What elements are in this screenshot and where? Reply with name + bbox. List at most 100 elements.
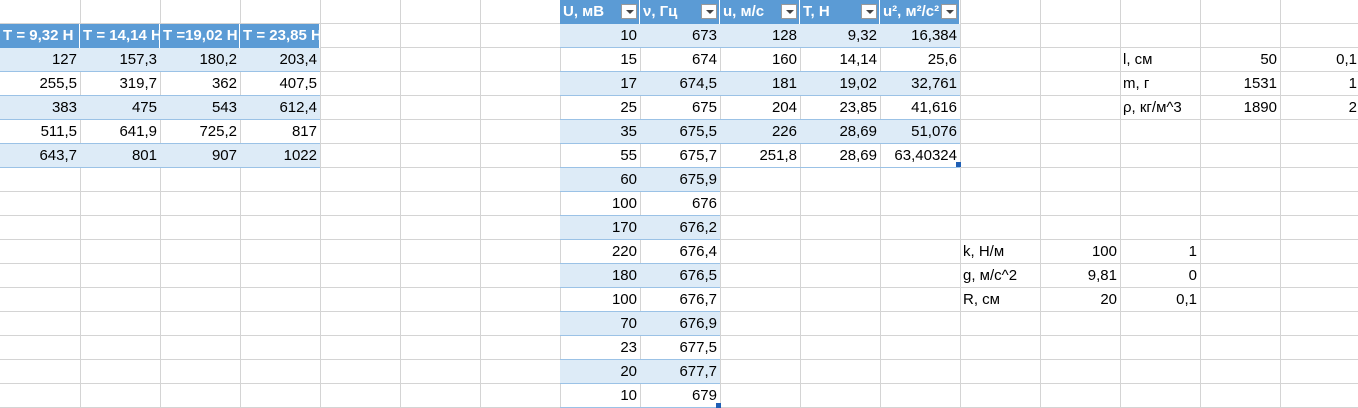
filter-dropdown-icon[interactable] bbox=[941, 4, 957, 19]
mid-table-cell[interactable]: 675 bbox=[640, 96, 720, 120]
param-label[interactable]: R, см bbox=[960, 288, 1040, 312]
left-table-cell[interactable]: 362 bbox=[160, 72, 240, 96]
left-table-cell[interactable]: 725,2 bbox=[160, 120, 240, 144]
param-label[interactable]: m, г bbox=[1120, 72, 1200, 96]
mid-table-cell[interactable]: 128 bbox=[720, 24, 800, 48]
mid-table-cell[interactable]: 51,076 bbox=[880, 120, 960, 144]
left-table-cell[interactable]: 1022 bbox=[240, 144, 320, 168]
left-table-cell[interactable]: 319,7 bbox=[80, 72, 160, 96]
mid-table-header[interactable]: T, Н bbox=[800, 0, 880, 24]
param-error[interactable]: 0,1 bbox=[1280, 48, 1358, 72]
filter-dropdown-icon[interactable] bbox=[621, 4, 637, 19]
left-table-header[interactable]: T = 14,14 Н bbox=[80, 24, 160, 48]
param-error[interactable]: 0 bbox=[1120, 264, 1200, 288]
param-error[interactable]: 1 bbox=[1280, 72, 1358, 96]
mid-table-cell[interactable]: 675,9 bbox=[640, 168, 720, 192]
mid-table-cell[interactable]: 251,8 bbox=[720, 144, 800, 168]
mid-table-cell[interactable]: 28,69 bbox=[800, 120, 880, 144]
param-value[interactable]: 20 bbox=[1040, 288, 1120, 312]
left-table-cell[interactable]: 641,9 bbox=[80, 120, 160, 144]
mid-table-cell[interactable]: 20 bbox=[560, 360, 640, 384]
mid-table-cell[interactable]: 25 bbox=[560, 96, 640, 120]
left-table-cell[interactable]: 157,3 bbox=[80, 48, 160, 72]
param-label[interactable]: l, см bbox=[1120, 48, 1200, 72]
mid-table-cell[interactable]: 100 bbox=[560, 288, 640, 312]
left-table-cell[interactable]: 383 bbox=[0, 96, 80, 120]
mid-table-cell[interactable]: 180 bbox=[560, 264, 640, 288]
mid-table-cell[interactable]: 673 bbox=[640, 24, 720, 48]
left-table-cell[interactable]: 511,5 bbox=[0, 120, 80, 144]
param-value[interactable]: 1890 bbox=[1200, 96, 1280, 120]
mid-table-cell[interactable]: 19,02 bbox=[800, 72, 880, 96]
filter-dropdown-icon[interactable] bbox=[781, 4, 797, 19]
mid-table-cell[interactable]: 679 bbox=[640, 384, 720, 408]
mid-table-cell[interactable]: 676,2 bbox=[640, 216, 720, 240]
mid-table-header[interactable]: u, м/с bbox=[720, 0, 800, 24]
left-table-cell[interactable]: 255,5 bbox=[0, 72, 80, 96]
left-table-cell[interactable]: 180,2 bbox=[160, 48, 240, 72]
mid-table-header[interactable]: U, мВ bbox=[560, 0, 640, 24]
mid-table-cell[interactable]: 15 bbox=[560, 48, 640, 72]
mid-table-cell[interactable]: 204 bbox=[720, 96, 800, 120]
mid-table-cell[interactable]: 23 bbox=[560, 336, 640, 360]
mid-table-cell[interactable]: 28,69 bbox=[800, 144, 880, 168]
mid-table-cell[interactable]: 17 bbox=[560, 72, 640, 96]
param-label[interactable]: g, м/с^2 bbox=[960, 264, 1040, 288]
param-value[interactable]: 9,81 bbox=[1040, 264, 1120, 288]
mid-table-cell[interactable]: 226 bbox=[720, 120, 800, 144]
mid-table-cell[interactable]: 41,616 bbox=[880, 96, 960, 120]
mid-table-cell[interactable]: 32,761 bbox=[880, 72, 960, 96]
mid-table-cell[interactable]: 35 bbox=[560, 120, 640, 144]
mid-table-cell[interactable]: 675,5 bbox=[640, 120, 720, 144]
filter-dropdown-icon[interactable] bbox=[861, 4, 877, 19]
mid-table-cell[interactable]: 23,85 bbox=[800, 96, 880, 120]
param-label[interactable]: k, Н/м bbox=[960, 240, 1040, 264]
left-table-cell[interactable]: 612,4 bbox=[240, 96, 320, 120]
mid-table-cell[interactable]: 70 bbox=[560, 312, 640, 336]
mid-table-cell[interactable]: 55 bbox=[560, 144, 640, 168]
mid-table-cell[interactable]: 181 bbox=[720, 72, 800, 96]
left-table-cell[interactable]: 475 bbox=[80, 96, 160, 120]
left-table-cell[interactable]: 817 bbox=[240, 120, 320, 144]
mid-table-header[interactable]: ν, Гц bbox=[640, 0, 720, 24]
left-table-cell[interactable]: 643,7 bbox=[0, 144, 80, 168]
mid-table-cell[interactable]: 677,5 bbox=[640, 336, 720, 360]
param-error[interactable]: 0,1 bbox=[1120, 288, 1200, 312]
left-table-cell[interactable]: 407,5 bbox=[240, 72, 320, 96]
mid-table-cell[interactable]: 677,7 bbox=[640, 360, 720, 384]
table-resize-handle[interactable] bbox=[956, 162, 961, 167]
param-value[interactable]: 100 bbox=[1040, 240, 1120, 264]
left-table-header[interactable]: T =19,02 Н bbox=[160, 24, 240, 48]
mid-table-cell[interactable]: 10 bbox=[560, 24, 640, 48]
mid-table-cell[interactable]: 674 bbox=[640, 48, 720, 72]
param-value[interactable]: 50 bbox=[1200, 48, 1280, 72]
param-label[interactable]: ρ, кг/м^3 bbox=[1120, 96, 1200, 120]
mid-table-cell[interactable]: 60 bbox=[560, 168, 640, 192]
left-table-cell[interactable]: 203,4 bbox=[240, 48, 320, 72]
left-table-cell[interactable]: 127 bbox=[0, 48, 80, 72]
mid-table-cell[interactable]: 14,14 bbox=[800, 48, 880, 72]
mid-table-cell[interactable]: 10 bbox=[560, 384, 640, 408]
mid-table-cell[interactable]: 25,6 bbox=[880, 48, 960, 72]
left-table-cell[interactable]: 801 bbox=[80, 144, 160, 168]
mid-table-cell[interactable]: 160 bbox=[720, 48, 800, 72]
mid-table-cell[interactable]: 220 bbox=[560, 240, 640, 264]
left-table-header[interactable]: T = 9,32 Н bbox=[0, 24, 80, 48]
mid-table-cell[interactable]: 63,40324 bbox=[880, 144, 960, 168]
mid-table-cell[interactable]: 676,9 bbox=[640, 312, 720, 336]
mid-table-cell[interactable]: 100 bbox=[560, 192, 640, 216]
mid-table-cell[interactable]: 676,5 bbox=[640, 264, 720, 288]
param-error[interactable]: 2 bbox=[1280, 96, 1358, 120]
left-table-cell[interactable]: 543 bbox=[160, 96, 240, 120]
param-error[interactable]: 1 bbox=[1120, 240, 1200, 264]
mid-table-cell[interactable]: 674,5 bbox=[640, 72, 720, 96]
mid-table-cell[interactable]: 16,384 bbox=[880, 24, 960, 48]
mid-table-cell[interactable]: 676,4 bbox=[640, 240, 720, 264]
mid-table-cell[interactable]: 675,7 bbox=[640, 144, 720, 168]
filter-dropdown-icon[interactable] bbox=[701, 4, 717, 19]
param-value[interactable]: 1531 bbox=[1200, 72, 1280, 96]
mid-table-cell[interactable]: 676,7 bbox=[640, 288, 720, 312]
left-table-header[interactable]: T = 23,85 Н bbox=[240, 24, 320, 48]
mid-table-cell[interactable]: 170 bbox=[560, 216, 640, 240]
